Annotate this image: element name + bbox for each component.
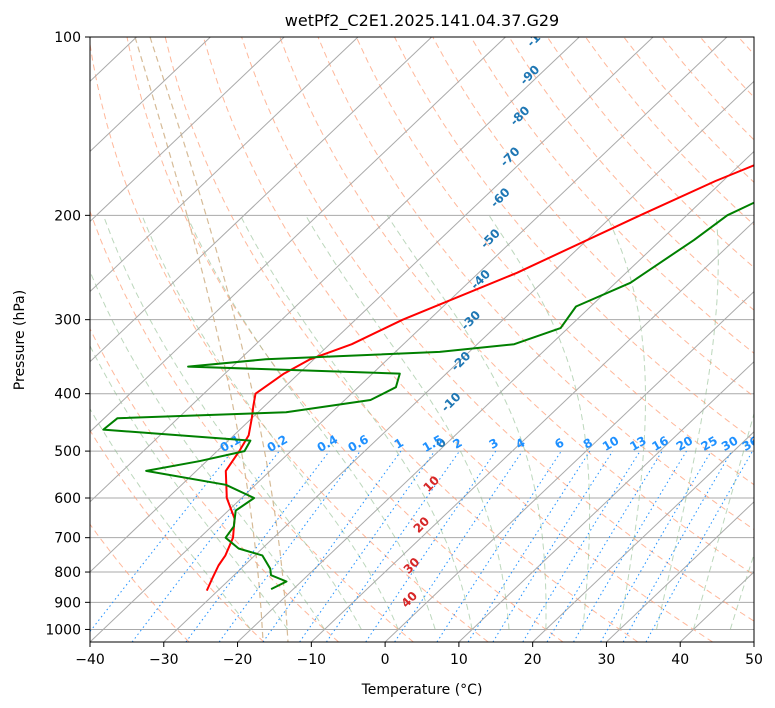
dry-adiabat-line <box>508 37 754 311</box>
dry-adiabat-line <box>164 37 639 642</box>
isotherm-line <box>606 501 754 642</box>
x-tick-label: 50 <box>745 652 763 668</box>
x-tick-label: −30 <box>149 652 179 668</box>
x-tick-label: −10 <box>297 652 327 668</box>
chart-title: wetPf2_C2E1.2025.141.04.37.G29 <box>285 11 559 31</box>
isotherm-line <box>90 37 285 223</box>
dry-adiabat-line <box>90 41 489 642</box>
isotherm-line <box>90 37 211 153</box>
x-tick-label: 0 <box>381 652 390 668</box>
dry-adiabat-line <box>241 37 754 622</box>
x-tick-label: 30 <box>598 652 616 668</box>
tan-reference-curves <box>134 37 289 642</box>
y-tick-label: 200 <box>54 208 81 224</box>
isotherm-line <box>384 290 754 642</box>
x-axis-ticks: −40 −30 −20 −10 0 10 20 30 40 50 <box>75 642 763 668</box>
isotherm-line <box>90 37 728 642</box>
reference-curve <box>134 37 264 642</box>
mixing-ratio-line <box>573 450 687 642</box>
y-tick-label: 700 <box>54 531 81 547</box>
dry-adiabat-line <box>470 37 754 354</box>
pressure-grid <box>90 37 754 630</box>
mixing-ratio-line <box>90 450 233 633</box>
x-tick-label: 40 <box>671 652 689 668</box>
mixing-ratio-line <box>546 450 663 642</box>
y-axis-label: Pressure (hPa) <box>12 290 28 390</box>
plot-frame <box>89 36 755 643</box>
x-tick-label: 10 <box>450 652 468 668</box>
x-axis-label: Temperature (°C) <box>361 682 483 698</box>
y-tick-label: 1000 <box>45 622 81 638</box>
mixing-ratio-line <box>365 450 497 642</box>
y-tick-label: 500 <box>54 444 81 460</box>
temperature-profile <box>205 164 754 592</box>
isotherm-line <box>163 80 754 642</box>
moist-adiabat-line <box>606 215 646 630</box>
mixing-ratio-line <box>325 450 460 642</box>
y-axis-ticks: 100 200 300 400 500 600 700 800 900 1000 <box>45 30 90 638</box>
mixing-ratio-line <box>394 450 523 642</box>
x-tick-label: −40 <box>75 652 105 668</box>
dry-adiabat-line <box>432 37 754 398</box>
mixing-ratio-line <box>436 450 562 642</box>
isotherm-line <box>310 220 754 642</box>
y-tick-label: 400 <box>54 387 81 403</box>
isotherm-line <box>90 37 580 503</box>
moist-adiabat-line <box>141 215 399 630</box>
isotherm-line <box>90 37 654 573</box>
dry-adiabat-line <box>394 37 754 442</box>
isotherm-line <box>90 37 433 363</box>
moist-adiabat-line <box>656 215 719 630</box>
sounding-profiles <box>102 164 754 592</box>
moist-adiabat-line <box>488 215 591 630</box>
isotherm-line <box>90 37 506 433</box>
y-tick-label: 100 <box>54 30 81 46</box>
mixing-ratio-lines <box>90 450 753 642</box>
mixing-ratio-line <box>467 450 591 642</box>
dry-adiabat-line <box>279 37 754 576</box>
x-tick-label: 20 <box>524 652 542 668</box>
dewpoint-profile <box>102 201 754 590</box>
moist-adiabat-line <box>186 215 436 630</box>
isotherm-line <box>90 37 359 293</box>
moist-adiabat-line <box>102 215 362 630</box>
isotherm-line <box>532 431 754 642</box>
isotherms <box>90 37 754 642</box>
reference-curve <box>149 37 289 642</box>
mixing-ratio-line <box>299 450 436 642</box>
y-tick-label: 900 <box>54 595 81 611</box>
y-tick-label: 300 <box>54 313 81 329</box>
isotherm-line <box>237 150 754 642</box>
x-tick-label: −20 <box>223 652 253 668</box>
moist-adiabat-line <box>305 215 510 630</box>
dry-adiabat-line <box>90 327 339 642</box>
y-tick-label: 800 <box>54 565 81 581</box>
plot-area: -100-90-80-70-60-50-40-30-20-10010203040… <box>90 37 754 642</box>
isotherm-line <box>458 360 754 642</box>
mixing-ratio-line <box>522 450 641 642</box>
mixing-ratio-line <box>492 450 614 642</box>
dry-adiabat-line <box>355 37 754 486</box>
dry-adiabat-line <box>126 37 564 642</box>
moist-adiabat-line <box>239 215 473 630</box>
y-tick-label: 600 <box>54 491 81 507</box>
